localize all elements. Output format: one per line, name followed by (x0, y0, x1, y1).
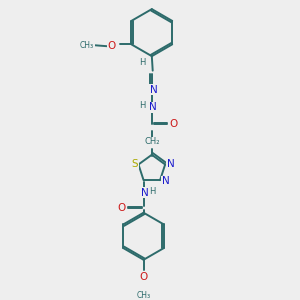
Text: H: H (140, 101, 146, 110)
Text: S: S (131, 160, 138, 170)
Text: N: N (167, 159, 175, 169)
Text: O: O (140, 272, 148, 282)
Text: CH₃: CH₃ (136, 292, 151, 300)
Text: N: N (162, 176, 170, 186)
Text: CH₂: CH₂ (144, 137, 160, 146)
Text: CH₃: CH₃ (80, 41, 94, 50)
Text: O: O (107, 41, 116, 51)
Text: H: H (149, 188, 156, 196)
Text: H: H (140, 58, 146, 67)
Text: O: O (169, 119, 178, 130)
Text: N: N (141, 188, 148, 198)
Text: N: N (149, 102, 157, 112)
Text: O: O (118, 203, 126, 213)
Text: N: N (150, 85, 158, 95)
